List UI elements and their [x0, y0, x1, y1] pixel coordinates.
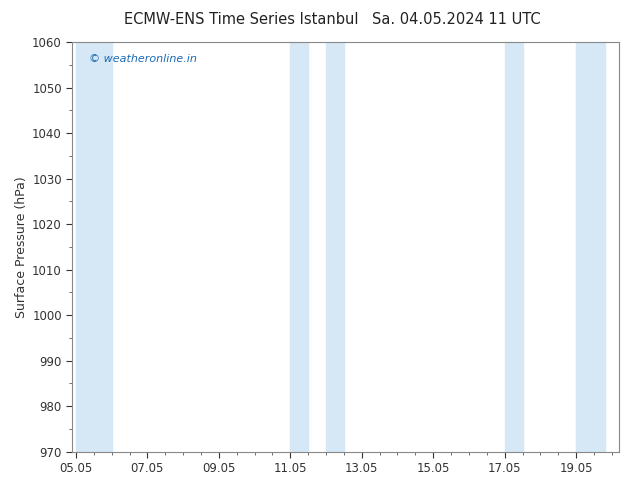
Text: © weatheronline.in: © weatheronline.in [89, 54, 197, 64]
Bar [576, 42, 605, 452]
Y-axis label: Surface Pressure (hPa): Surface Pressure (hPa) [15, 176, 28, 318]
Text: ECMW-ENS Time Series Istanbul: ECMW-ENS Time Series Istanbul [124, 12, 358, 27]
Text: Sa. 04.05.2024 11 UTC: Sa. 04.05.2024 11 UTC [372, 12, 541, 27]
Bar [76, 42, 112, 452]
Bar [326, 42, 344, 452]
Bar [505, 42, 522, 452]
Bar [290, 42, 308, 452]
